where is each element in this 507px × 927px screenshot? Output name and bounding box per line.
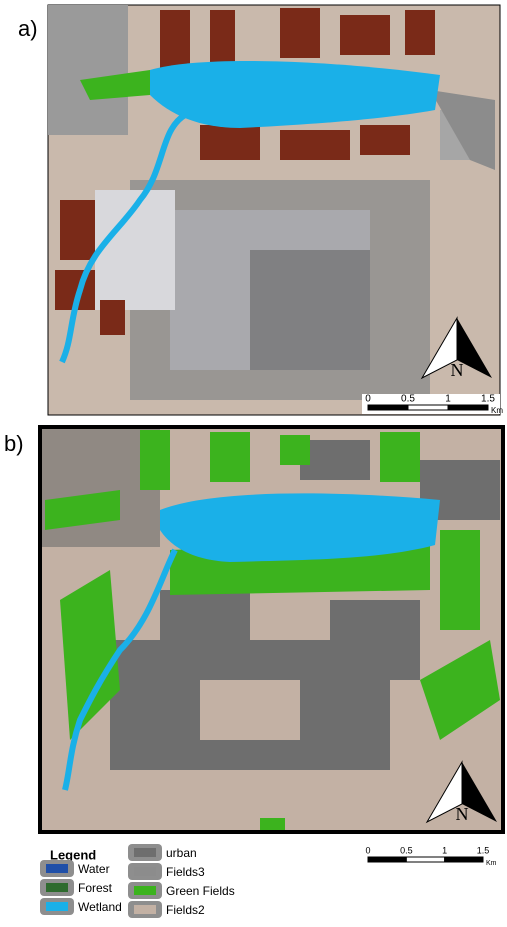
scale-label: 1	[442, 845, 447, 855]
legend-swatch-color	[134, 905, 156, 914]
legend-swatch-color	[46, 902, 68, 911]
legend-label: Water	[78, 862, 110, 876]
legend-label: urban	[166, 846, 197, 860]
map-b	[40, 427, 503, 832]
scale-segment	[368, 405, 408, 410]
figure: a) N 00.511.5Km b) N 00.511.	[0, 0, 507, 927]
scale-segment	[448, 405, 488, 410]
legend-swatch-color	[134, 886, 156, 895]
scale-label: 0.5	[401, 394, 415, 405]
legend-label: Fields3	[166, 865, 205, 879]
scale-label: 0	[365, 394, 371, 405]
scale-label: 1.5	[477, 845, 490, 855]
scale-bar: 0 0.5 1 1.5 Km	[365, 845, 496, 866]
scale-segment	[368, 857, 406, 862]
legend: Legend WaterForestWetlandurbanFields3Gre…	[40, 844, 235, 918]
scale-unit: Km	[486, 860, 497, 867]
north-label: N	[456, 804, 469, 824]
panel-label: a)	[18, 16, 38, 41]
scale-label: 0	[365, 845, 370, 855]
legend-label: Green Fields	[166, 884, 235, 898]
legend-swatch-color	[46, 883, 68, 892]
panel-label: b)	[4, 431, 24, 456]
page: a) N 00.511.5Km b) N 00.511.	[0, 0, 507, 927]
legend-label: Wetland	[78, 900, 122, 914]
legend-swatch-color	[134, 848, 156, 857]
scale-segment	[445, 857, 483, 862]
north-label: N	[451, 360, 464, 380]
legend-swatch-color	[46, 864, 68, 873]
map-a	[48, 5, 500, 415]
legend-label: Forest	[78, 881, 113, 895]
scale-label: 1	[445, 394, 451, 405]
scale-segment	[406, 857, 444, 862]
scale-unit: Km	[491, 406, 503, 415]
legend-label: Fields2	[166, 903, 205, 917]
scale-label: 0.5	[400, 845, 413, 855]
scale-label: 1.5	[481, 394, 495, 405]
scale-segment	[408, 405, 448, 410]
scale-bar: 0 0.5 1 1.5Km	[362, 394, 503, 415]
legend-swatch-color	[134, 867, 156, 876]
